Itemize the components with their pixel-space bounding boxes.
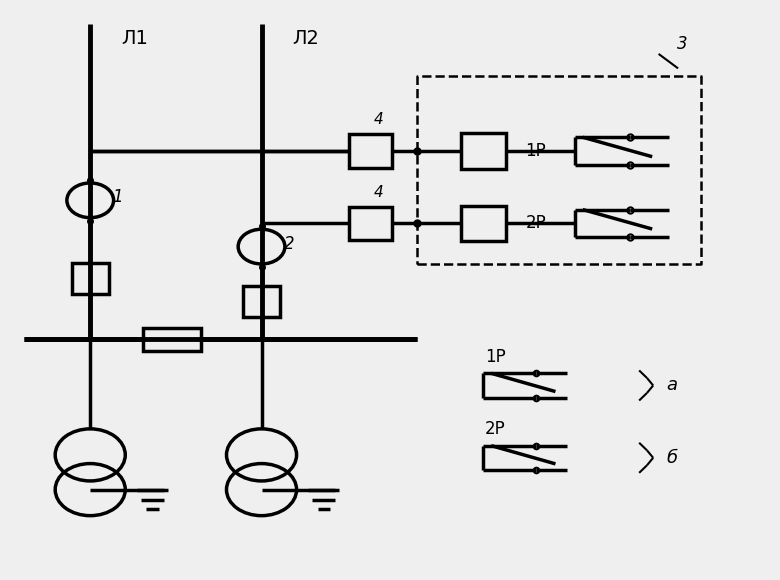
Text: Л1: Л1 — [122, 29, 148, 48]
Bar — [461, 205, 506, 241]
Text: 1P: 1P — [484, 348, 505, 366]
Text: 2P: 2P — [526, 215, 546, 233]
Bar — [143, 328, 201, 351]
Text: 1P: 1P — [526, 142, 546, 160]
Bar — [72, 263, 109, 294]
Text: а: а — [666, 376, 677, 394]
Bar — [243, 286, 280, 317]
Text: Л2: Л2 — [292, 29, 320, 48]
Text: б: б — [666, 449, 678, 467]
Text: 2P: 2P — [484, 420, 505, 438]
Text: 2: 2 — [283, 235, 294, 253]
Text: 3: 3 — [677, 35, 687, 53]
Bar — [349, 206, 392, 240]
Bar — [461, 133, 506, 169]
Text: 4: 4 — [374, 113, 383, 128]
Text: 1: 1 — [112, 188, 122, 206]
Text: 4: 4 — [374, 185, 383, 200]
Bar — [349, 135, 392, 168]
